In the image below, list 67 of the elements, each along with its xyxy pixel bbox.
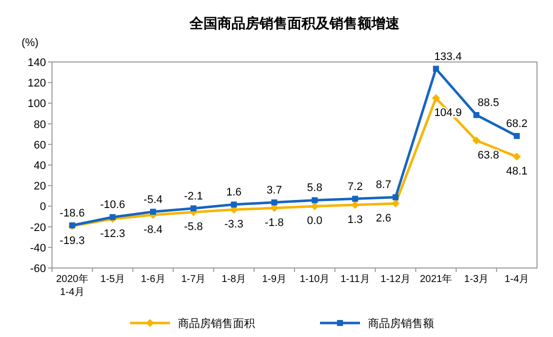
legend-label: 商品房销售面积 <box>178 317 255 330</box>
legend-label: 商品房销售额 <box>368 317 434 330</box>
data-label: 1.6 <box>226 186 242 199</box>
point <box>392 200 400 208</box>
x-tick-label: 1-12月 <box>380 274 411 285</box>
point <box>432 94 440 102</box>
data-label: 63.8 <box>478 149 500 162</box>
point <box>512 152 521 161</box>
point <box>310 202 319 210</box>
y-tick-label: 40 <box>34 160 46 172</box>
y-tick-label: 20 <box>34 180 46 193</box>
point <box>312 197 318 204</box>
data-label: -5.8 <box>184 221 203 234</box>
point <box>271 199 278 206</box>
data-label: 88.5 <box>478 97 500 110</box>
data-label: -1.8 <box>264 217 284 230</box>
point <box>270 204 278 212</box>
data-label: -12.3 <box>100 228 126 240</box>
data-label: -10.6 <box>100 199 126 212</box>
data-label: 68.2 <box>506 118 528 130</box>
x-tick-label: 1-6月 <box>140 274 166 285</box>
point <box>473 112 480 118</box>
x-tick-label: 1-11月 <box>340 274 370 285</box>
data-label: -19.3 <box>60 235 85 248</box>
data-label: 48.1 <box>506 166 528 178</box>
x-tick-label: 1-3月 <box>464 274 489 285</box>
point <box>190 205 196 212</box>
y-tick-label: 100 <box>28 98 46 110</box>
data-label: -18.6 <box>60 207 85 220</box>
y-tick-label: -40 <box>30 242 46 254</box>
data-label: 3.7 <box>266 184 282 196</box>
x-tick-label: 2020年 1-4月 <box>56 273 88 298</box>
point <box>110 214 116 220</box>
x-tick-label: 1-10月 <box>300 274 330 285</box>
data-label: -3.3 <box>224 218 244 231</box>
x-tick-label: 1-7月 <box>181 274 206 285</box>
y-tick-label: -60 <box>30 263 46 275</box>
point <box>472 136 480 144</box>
data-label: -5.4 <box>144 194 163 206</box>
y-tick-label: 0 <box>40 201 46 214</box>
x-tick-label: 1-5月 <box>100 274 125 285</box>
data-label: 8.7 <box>376 179 392 192</box>
y-tick-label: 120 <box>28 78 46 90</box>
y-tick-label: 140 <box>28 57 46 69</box>
point <box>150 208 156 215</box>
y-tick-label: -20 <box>30 222 46 234</box>
chart-title: 全国商品房销售面积及销售额增速 <box>188 15 400 31</box>
point <box>392 194 399 200</box>
point <box>432 66 439 72</box>
data-label: 5.8 <box>307 182 322 194</box>
point <box>352 196 358 202</box>
data-label: 7.2 <box>347 180 363 193</box>
point <box>230 202 237 208</box>
data-label: -2.1 <box>184 190 203 202</box>
data-label: 2.6 <box>376 212 392 225</box>
data-label: 1.3 <box>347 214 363 226</box>
x-tick-label: 2021年 <box>420 273 452 285</box>
x-tick-label: 1-9月 <box>262 274 287 285</box>
y-tick-label: 60 <box>34 139 46 152</box>
data-label: 133.4 <box>434 50 462 63</box>
data-label: 0.0 <box>307 215 322 228</box>
y-tick-label: 80 <box>34 118 46 131</box>
x-tick-label: 1-4月 <box>504 274 530 285</box>
x-tick-label: 1-8月 <box>222 274 246 285</box>
point <box>514 132 520 139</box>
y-axis-title: (%) <box>21 37 39 49</box>
data-label: -8.4 <box>144 224 163 236</box>
